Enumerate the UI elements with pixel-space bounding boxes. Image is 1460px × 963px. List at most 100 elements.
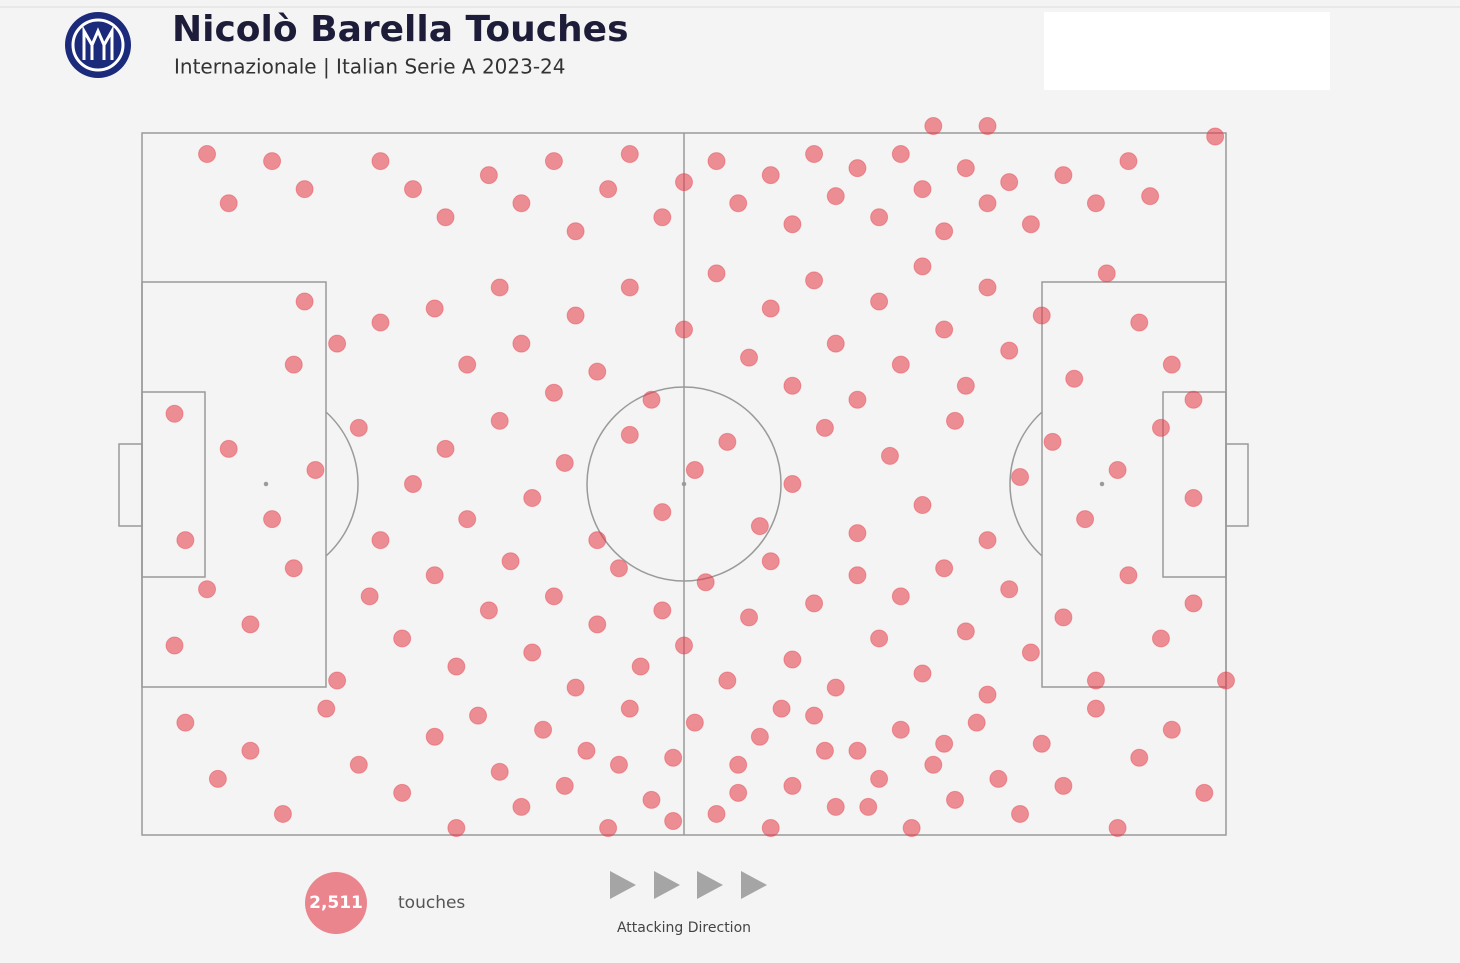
touch-dot [664, 748, 683, 767]
touch-dot [544, 152, 563, 171]
touch-dot [544, 587, 563, 606]
touch-dot [707, 152, 726, 171]
touch-dot [458, 510, 477, 529]
touch-dot [805, 706, 824, 725]
touch-dot [1065, 369, 1084, 388]
touch-dot [436, 439, 455, 458]
touch-dot [1032, 306, 1051, 325]
touch-dot [544, 383, 563, 402]
touch-dot [729, 783, 748, 802]
touch-dot [176, 713, 195, 732]
touch-dot [750, 727, 769, 746]
touch-dot [653, 503, 672, 522]
touch-dot [848, 524, 867, 543]
touch-dot [685, 460, 704, 479]
touch-dot [219, 194, 238, 213]
touch-dot [783, 475, 802, 493]
touch-dot [620, 699, 639, 718]
touch-dot [349, 418, 368, 437]
touch-dot [1054, 608, 1073, 627]
touch-dot [458, 355, 477, 374]
touch-dot [967, 713, 986, 732]
touch-dot [609, 559, 628, 578]
touch-dot [176, 531, 195, 550]
touch-dot [675, 173, 693, 192]
touch-dot [425, 566, 444, 585]
touch-dot [696, 573, 715, 592]
touch-dot [956, 159, 975, 178]
touch-dot [1206, 127, 1225, 146]
touch-dot [198, 580, 217, 599]
touch-dot [523, 489, 542, 508]
touch-dot [165, 404, 184, 423]
touch-dot [447, 657, 466, 676]
touch-dot [317, 699, 336, 718]
touch-dot [1151, 418, 1170, 437]
touch-dot [956, 622, 975, 641]
touch-dot [1054, 166, 1073, 185]
touch-dot [826, 334, 845, 353]
touch-dot [761, 552, 780, 571]
touch-dot [805, 271, 824, 290]
touch-dot [479, 601, 498, 620]
touch-dot [490, 411, 509, 430]
touch-dot [1086, 671, 1105, 690]
touch-dot [360, 587, 379, 606]
touch-dot [599, 180, 618, 199]
touch-dot [1021, 215, 1040, 234]
touch-dot [1217, 671, 1235, 690]
touch-dot [393, 629, 412, 648]
touch-dot [469, 706, 488, 725]
touch-dot [620, 145, 639, 164]
touch-dot [219, 439, 238, 458]
touch-dot [870, 208, 889, 227]
touch-dot [425, 727, 444, 746]
touch-dot [371, 531, 390, 550]
touch-dot [1000, 580, 1019, 599]
touch-dot [263, 152, 282, 171]
touch-dot [588, 531, 607, 550]
touch-dot [555, 776, 574, 795]
touch-dot [805, 594, 824, 613]
touch-dot [1141, 187, 1160, 206]
club-logo [65, 12, 131, 78]
touch-dot [490, 762, 509, 781]
touch-dot [295, 292, 314, 311]
touch-dot [1119, 566, 1138, 585]
touch-dot [404, 180, 422, 199]
touch-dot [750, 517, 769, 536]
touch-dot [707, 804, 726, 823]
touch-dot [978, 531, 997, 550]
touch-dot [198, 145, 217, 164]
touch-dot [913, 257, 932, 276]
touch-dot [783, 376, 802, 395]
touch-dot [870, 769, 889, 788]
touch-dot [924, 116, 943, 135]
touch-dot [447, 818, 466, 837]
touch-dot [675, 636, 693, 655]
touch-dot [880, 446, 899, 465]
touch-dot [935, 559, 954, 578]
touch-dot [1195, 783, 1214, 802]
touch-dot [761, 299, 780, 318]
touch-dot [1054, 776, 1073, 795]
touch-dot [935, 734, 954, 753]
touch-dot [620, 278, 639, 297]
touch-dot [1184, 390, 1203, 409]
touch-dot [1011, 467, 1030, 486]
touch-dot [924, 755, 943, 774]
touch-dot [729, 755, 748, 774]
touch-dot [1076, 510, 1095, 529]
touch-dot [826, 678, 845, 697]
touch-dot [978, 116, 997, 135]
touch-dot [718, 432, 737, 451]
pitch [118, 132, 1249, 836]
direction-label: Attacking Direction [617, 920, 751, 936]
touch-dot [284, 559, 303, 578]
touch-dot [609, 755, 628, 774]
total-badge [305, 872, 367, 934]
touch-dot [588, 362, 607, 381]
touch-dot [870, 629, 889, 648]
touch-dot [815, 418, 834, 437]
